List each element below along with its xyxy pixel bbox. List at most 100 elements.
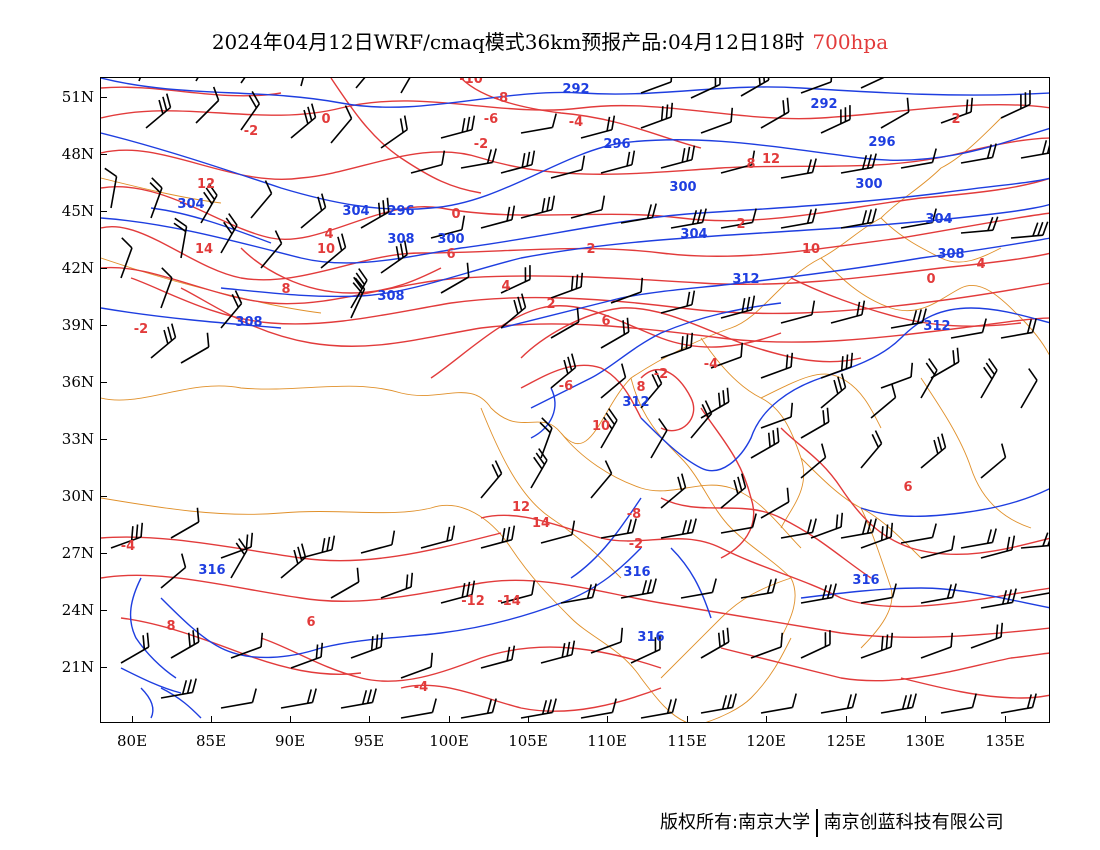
temperature-label: 6 — [306, 615, 315, 630]
temperature-isoline — [101, 86, 282, 97]
wind-barb — [460, 698, 497, 719]
wind-barb — [180, 332, 210, 364]
wind-barb — [880, 362, 914, 389]
wind-barb — [420, 525, 456, 549]
wind-barb — [760, 693, 797, 714]
wind-barb — [200, 183, 218, 224]
height-isoline — [160, 547, 642, 659]
wind-barb — [630, 635, 661, 664]
temperature-label: 8 — [281, 282, 290, 297]
temperature-label: -4 — [704, 357, 718, 372]
wind-barb — [950, 318, 987, 339]
copyright-footer: 版权所有:南京大学 南京创蓝科技有限公司 — [660, 808, 1004, 837]
wind-barb — [660, 290, 696, 314]
wind-barb — [780, 300, 816, 324]
wind-barb — [120, 632, 150, 664]
wind-barb — [960, 528, 997, 549]
lon-label: 135E — [985, 732, 1025, 750]
wind-barb — [600, 317, 630, 349]
height-label: 296 — [603, 137, 630, 152]
temperature-isoline — [900, 677, 1049, 699]
lon-label: 85E — [195, 732, 227, 750]
temperature-label: -14 — [497, 594, 521, 609]
height-isoline — [101, 307, 282, 329]
height-label: 300 — [855, 177, 882, 192]
wind-barb — [640, 78, 674, 94]
wind-barb — [220, 290, 243, 329]
temperature-isoline — [640, 369, 695, 432]
lon-tick — [290, 716, 291, 723]
wind-barb — [1000, 693, 1037, 714]
temperature-isoline — [130, 277, 1049, 325]
lon-tick — [846, 716, 847, 723]
wind-barb — [920, 433, 947, 469]
lon-tick — [211, 716, 212, 723]
footer-right: 南京创蓝科技有限公司 — [823, 812, 1004, 833]
wind-barb — [280, 543, 307, 579]
wind-barb — [330, 567, 360, 599]
temperature-isoline — [120, 617, 362, 675]
wind-barb — [540, 520, 576, 544]
wind-barb — [355, 78, 378, 89]
temperature-label: 2 — [586, 242, 595, 257]
wind-barb — [660, 332, 694, 359]
wind-barb — [1000, 318, 1037, 339]
wind-barb — [240, 91, 261, 131]
wind-barb — [680, 578, 717, 599]
wind-barb — [860, 632, 894, 659]
wind-barb — [170, 507, 200, 539]
height-isoline — [220, 203, 1049, 298]
temperature-label: 2 — [546, 297, 555, 312]
height-isoline — [140, 687, 154, 719]
wind-barb — [640, 698, 677, 719]
temperature-isoline — [480, 514, 1049, 608]
wind-barb — [220, 688, 257, 709]
wind-barb — [1010, 221, 1049, 239]
wind-barb — [890, 308, 927, 329]
wind-barb — [430, 215, 466, 239]
wind-barb — [740, 578, 777, 599]
wind-barb — [720, 295, 756, 319]
wind-barb — [820, 105, 851, 134]
wind-barb — [1020, 139, 1049, 159]
temperature-label: 6 — [601, 314, 610, 329]
wind-barb — [480, 645, 516, 669]
wind-barb — [940, 693, 977, 714]
lat-tick — [100, 439, 107, 440]
lon-label: 110E — [587, 732, 627, 750]
wind-barb — [590, 460, 613, 499]
title-main: 2024年04月12日WRF/cmaq模式36km预报产品:04月12日18时 — [211, 30, 805, 54]
wind-barb — [570, 195, 606, 219]
lat-tick — [100, 610, 107, 611]
wind-barb — [970, 622, 1004, 649]
temperature-label: 8 — [636, 380, 645, 395]
wind-barb — [400, 78, 418, 94]
height-label: 296 — [868, 135, 895, 150]
wind-barb — [500, 265, 531, 294]
wind-barb — [300, 78, 311, 87]
wind-barb — [149, 177, 163, 219]
wind-barb — [760, 97, 790, 129]
height-isoline — [129, 577, 177, 679]
wind-barb — [380, 115, 409, 149]
wind-barb — [840, 208, 877, 229]
temperature-label: -4 — [569, 115, 583, 130]
temperature-label: 6 — [903, 480, 912, 495]
temperature-label: 14 — [195, 242, 213, 257]
lat-tick — [100, 553, 107, 554]
wind-barb — [660, 145, 696, 169]
lat-label: 48N — [61, 145, 94, 163]
wind-barb — [560, 583, 597, 604]
map-canvas: -10-8-6 -4-202468101214-14-12-4-202468101… — [101, 78, 1049, 722]
temperature-label: -2 — [654, 367, 668, 382]
lon-tick — [132, 716, 133, 723]
wind-barb — [610, 277, 644, 304]
wind-barb — [350, 632, 384, 659]
lat-tick — [100, 268, 107, 269]
temperature-isoline — [400, 684, 662, 712]
wind-barb — [900, 523, 937, 544]
lat-label: 45N — [61, 202, 94, 220]
wind-barb — [360, 530, 396, 554]
temperature-isoline — [720, 647, 1049, 682]
wind-barb — [720, 513, 757, 534]
